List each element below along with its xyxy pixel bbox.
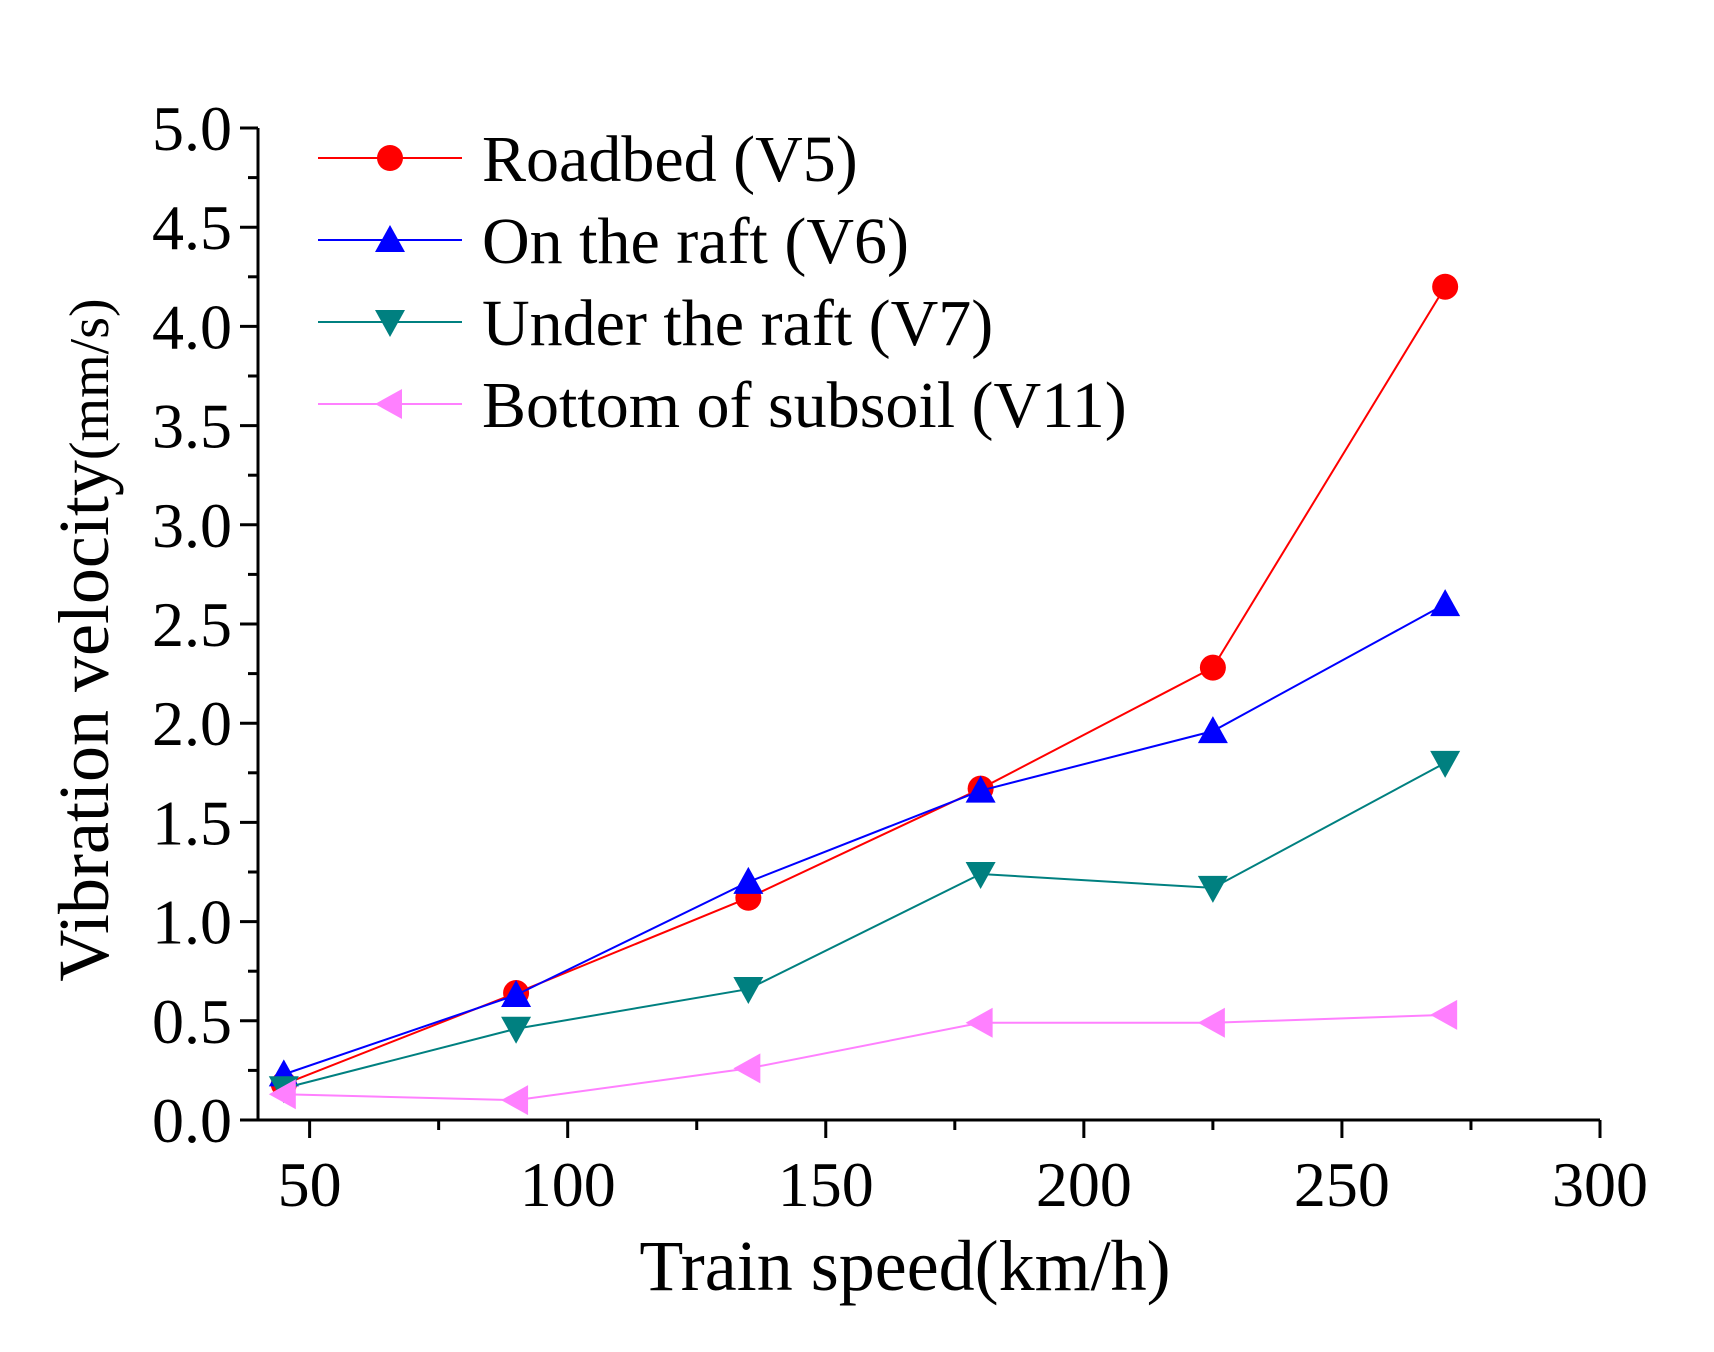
x-tick-label: 250	[1294, 1149, 1390, 1220]
y-tick-label: 0.5	[152, 986, 232, 1057]
data-point	[1430, 589, 1461, 617]
x-axis-title: Train speed(km/h)	[639, 1226, 1170, 1306]
legend-entry: Roadbed (V5)	[318, 123, 858, 196]
legend-marker	[375, 389, 402, 419]
x-axis-ticks: 50 100 150 200 250 300	[278, 1120, 1648, 1220]
x-tick-label: 50	[278, 1149, 342, 1220]
legend-marker	[375, 310, 405, 337]
legend-entry: On the raft (V6)	[318, 205, 909, 278]
y-tick-label: 3.0	[152, 490, 232, 561]
data-point	[733, 1053, 761, 1084]
data-point	[501, 1016, 532, 1044]
data-point	[1432, 273, 1459, 300]
data-point	[1197, 1007, 1225, 1038]
series-line	[283, 761, 1446, 1090]
y-tick-label: 3.5	[152, 391, 232, 462]
series-2	[268, 589, 1461, 1087]
x-tick-label: 100	[520, 1149, 616, 1220]
y-tick-label: 0.0	[152, 1085, 232, 1156]
data-point	[965, 775, 996, 803]
series-3	[268, 750, 1461, 1104]
data-point	[733, 977, 764, 1005]
legend-entry: Bottom of subsoil (V11)	[318, 369, 1127, 442]
x-tick-label: 150	[778, 1149, 874, 1220]
legend-marker	[377, 145, 403, 171]
y-tick-label: 1.5	[152, 787, 232, 858]
y-tick-label: 5.0	[152, 93, 232, 164]
y-tick-label: 1.0	[152, 887, 232, 958]
data-point	[268, 1079, 296, 1110]
series-4	[268, 999, 1458, 1116]
legend-label: On the raft (V6)	[482, 205, 909, 278]
y-tick-label: 4.5	[152, 192, 232, 263]
legend-entry: Under the raft (V7)	[318, 287, 993, 360]
data-point	[1430, 999, 1458, 1030]
y-axis-title: Vibration velocity(mm/s)	[44, 298, 124, 981]
data-point	[1199, 654, 1226, 681]
y-axis-title-unit: (mm/s)	[59, 298, 121, 460]
data-point	[1430, 750, 1461, 778]
x-tick-label: 200	[1036, 1149, 1132, 1220]
data-point	[501, 980, 532, 1008]
data-point	[1197, 875, 1228, 903]
data-point	[965, 861, 996, 889]
y-tick-label: 2.5	[152, 589, 232, 660]
data-point	[965, 1007, 993, 1038]
legend-label: Under the raft (V7)	[482, 287, 993, 360]
legend-marker	[375, 225, 405, 252]
series-line	[283, 603, 1446, 1076]
series-line	[283, 1013, 1446, 1102]
y-axis-title-main: Vibration velocity	[44, 460, 124, 982]
y-tick-label: 4.0	[152, 291, 232, 362]
legend: Roadbed (V5) On the raft (V6) Under the ra…	[318, 123, 1127, 442]
x-tick-label: 300	[1552, 1149, 1648, 1220]
series-layer	[268, 273, 1461, 1116]
data-point	[733, 866, 764, 894]
axes	[256, 128, 1600, 1122]
legend-label: Bottom of subsoil (V11)	[482, 369, 1127, 442]
data-point	[1197, 716, 1228, 744]
y-axis-ticks: 0.0 0.5 1.0 1.5 2.0 2.5 3.0 3.5 4.0 4.5 5.0	[152, 93, 258, 1156]
legend-label: Roadbed (V5)	[482, 123, 858, 196]
y-tick-label: 2.0	[152, 688, 232, 759]
data-point	[501, 1085, 529, 1116]
